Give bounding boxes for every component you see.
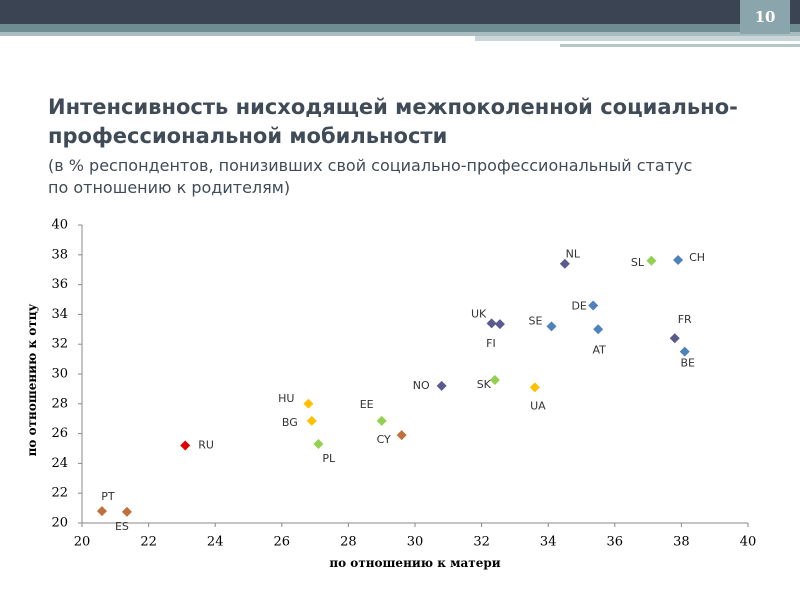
- x-tick-label: 26: [274, 535, 291, 550]
- chart-title: Интенсивность нисходящей межпоколенной с…: [48, 95, 738, 119]
- x-tick-label: 34: [540, 535, 557, 550]
- point: [679, 346, 690, 357]
- point: [529, 382, 540, 393]
- point-label: UA: [530, 399, 546, 412]
- y-tick-label: 28: [51, 396, 68, 411]
- chart-subtitle: (в % респондентов, понизивших свой социа…: [48, 156, 692, 175]
- x-axis-label: по отношению к матери: [329, 556, 500, 570]
- point-label: SE: [529, 314, 543, 327]
- chart-title: профессиональной мобильности: [48, 124, 447, 148]
- x-tick-label: 24: [207, 535, 224, 550]
- point-label: CY: [377, 433, 391, 446]
- top-stripe: [560, 44, 800, 47]
- point: [489, 374, 500, 385]
- point: [559, 258, 570, 269]
- point: [121, 506, 132, 517]
- y-tick-label: 36: [51, 277, 68, 292]
- point-label: PL: [322, 452, 336, 465]
- x-tick-label: 28: [340, 535, 357, 550]
- top-bar: [0, 0, 800, 24]
- point-label: CH: [689, 251, 705, 264]
- point: [486, 318, 497, 329]
- page-number-box: [740, 0, 790, 34]
- point: [494, 319, 505, 330]
- point-label: EE: [360, 398, 374, 411]
- point: [546, 321, 557, 332]
- point-label: SL: [631, 256, 645, 269]
- point-label: PT: [101, 490, 115, 503]
- point-label: HU: [278, 392, 294, 405]
- point: [376, 415, 387, 426]
- y-tick-label: 40: [51, 218, 68, 233]
- point-label: BE: [680, 357, 695, 370]
- y-tick-label: 24: [51, 456, 68, 471]
- point-label: RU: [198, 439, 214, 452]
- point: [588, 300, 599, 311]
- y-tick-label: 20: [51, 516, 68, 531]
- x-tick-label: 38: [673, 535, 690, 550]
- x-tick-label: 22: [140, 535, 157, 550]
- y-tick-label: 22: [51, 486, 68, 501]
- y-axis-label: по отношению к отцу: [25, 303, 39, 456]
- y-tick-label: 38: [51, 247, 68, 262]
- point: [396, 430, 407, 441]
- point-label: ES: [115, 520, 129, 533]
- x-tick-label: 20: [74, 535, 91, 550]
- point: [180, 440, 191, 451]
- point: [593, 324, 604, 335]
- chart-subtitle: по отношению к родителям): [48, 178, 290, 197]
- point: [436, 380, 447, 391]
- point: [313, 439, 324, 450]
- y-tick-label: 30: [51, 367, 68, 382]
- point-label: FR: [678, 313, 692, 326]
- x-tick-label: 30: [407, 535, 424, 550]
- y-tick-label: 34: [51, 307, 68, 322]
- top-stripe: [0, 24, 800, 32]
- point-label: SK: [477, 378, 492, 391]
- y-tick-label: 26: [51, 426, 68, 441]
- point: [303, 398, 314, 409]
- point-label: FI: [486, 337, 496, 350]
- point-label: NL: [566, 248, 581, 261]
- point-label: AT: [592, 343, 606, 356]
- point: [96, 506, 107, 517]
- point: [306, 415, 317, 426]
- point: [673, 255, 684, 266]
- top-stripe: [475, 36, 800, 41]
- point-label: UK: [471, 307, 487, 320]
- top-stripe: [0, 32, 800, 36]
- x-tick-label: 32: [473, 535, 490, 550]
- point-label: NO: [413, 379, 430, 392]
- point-label: DE: [571, 299, 586, 312]
- x-tick-label: 36: [607, 535, 624, 550]
- page-number: 10: [755, 8, 776, 26]
- point-label: BG: [282, 416, 298, 429]
- point: [669, 333, 680, 344]
- point: [646, 255, 657, 266]
- x-tick-label: 40: [740, 535, 757, 550]
- y-tick-label: 32: [51, 337, 68, 352]
